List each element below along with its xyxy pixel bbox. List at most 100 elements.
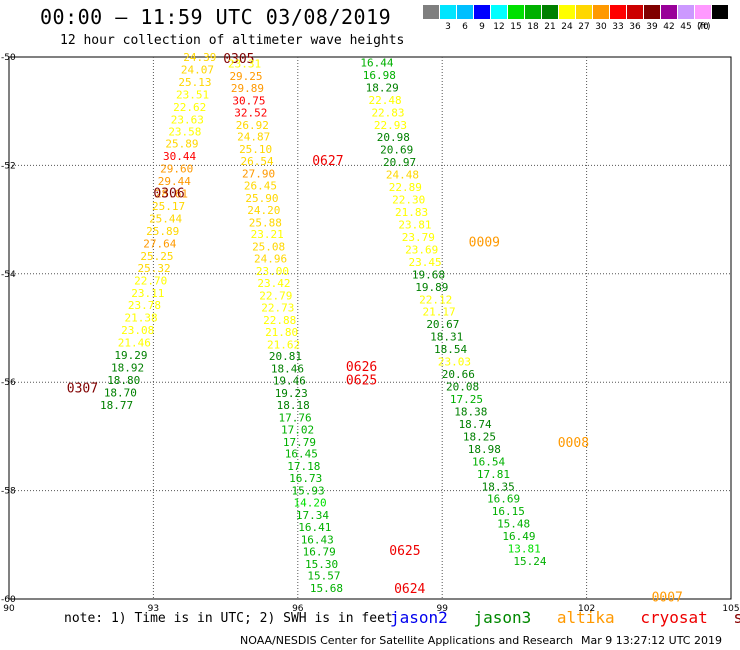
wave-height-value: 29.89 (231, 82, 264, 95)
wave-height-value: 23.78 (128, 299, 161, 312)
wave-height-value: 24.96 (254, 253, 287, 266)
y-tick-label: -54 (1, 270, 16, 280)
wave-height-value: 24.20 (247, 204, 280, 217)
wave-height-value: 15.48 (497, 518, 530, 531)
sat-label-s3a: s3a (733, 608, 740, 627)
wave-height-value: 25.89 (165, 138, 198, 151)
wave-height-value: 22.12 (419, 293, 452, 306)
wave-height-value: 23.79 (402, 231, 435, 244)
color-swatch (457, 5, 473, 19)
wave-height-value: 18.74 (459, 418, 492, 431)
wave-height-value: 18.77 (100, 399, 133, 412)
wave-height-value: 27.64 (143, 237, 176, 250)
wave-height-value: 23.58 (168, 125, 201, 138)
color-swatch (576, 5, 592, 19)
wave-height-value: 17.76 (279, 411, 312, 424)
x-tick-label: 102 (578, 604, 595, 614)
y-tick-label: -60 (1, 595, 16, 605)
wave-height-value: 19.68 (412, 268, 445, 281)
wave-height-value: 16.69 (487, 493, 520, 506)
wave-height-value: 25.90 (245, 192, 278, 205)
wave-height-value: 30.75 (232, 94, 265, 107)
color-swatch (423, 5, 439, 19)
pass-time-label: 0626 (346, 360, 377, 375)
color-scale-label: 39 (646, 22, 658, 32)
x-tick-label: 93 (148, 604, 159, 614)
color-swatch (525, 5, 541, 19)
wave-height-value: 25.32 (138, 262, 171, 275)
color-swatch (712, 5, 728, 19)
wave-height-value: 18.98 (468, 443, 501, 456)
wave-height-value: 16.41 (298, 521, 331, 534)
wave-height-value: 18.25 (463, 430, 496, 443)
color-scale-label: 42 (663, 22, 675, 32)
wave-height-value: 16.15 (492, 505, 525, 518)
wave-height-value: 23.45 (409, 256, 442, 269)
wave-height-value: 23.51 (176, 88, 209, 101)
color-scale-label: 45 (680, 22, 692, 32)
wave-height-value: 22.89 (389, 181, 422, 194)
wave-height-value: 23.00 (256, 265, 289, 278)
x-tick-label: 99 (436, 604, 448, 614)
color-swatch (627, 5, 643, 19)
wave-height-value: 15.24 (513, 555, 546, 568)
y-tick-label: -58 (1, 487, 16, 497)
wave-height-value: 21.38 (125, 312, 158, 325)
wave-height-value: 21.46 (118, 337, 151, 350)
wave-height-value: 16.43 (301, 533, 334, 546)
wave-height-value: 18.54 (434, 343, 467, 356)
wave-height-value: 23.21 (251, 228, 284, 241)
wave-height-value: 23.31 (228, 58, 261, 71)
color-swatch (661, 5, 677, 19)
wave-height-value: 18.38 (454, 405, 487, 418)
x-tick-label: 105 (722, 604, 739, 614)
wave-height-value: 19.29 (114, 349, 147, 362)
sat-label-cryosat: cryosat (640, 608, 708, 627)
wave-height-value: 26.92 (236, 119, 269, 132)
wave-height-value: 16.45 (285, 448, 318, 461)
color-swatch (474, 5, 490, 19)
wave-height-value: 23.03 (438, 356, 471, 369)
wave-height-value: 20.98 (377, 131, 410, 144)
color-scale-label: 36 (629, 22, 641, 32)
pass-time-label: 0305 (223, 52, 254, 67)
wave-height-value: 18.46 (271, 363, 304, 376)
x-tick-label: 96 (292, 604, 304, 614)
wave-height-value: 18.29 (366, 81, 399, 94)
color-scale-label: 9 (479, 22, 485, 32)
y-tick-label: -56 (1, 378, 16, 388)
footer-note: note: 1) Time is in UTC; 2) SWH is in fe… (64, 611, 393, 626)
wave-height-value: 19.23 (275, 387, 308, 400)
wave-height-value: 22.93 (374, 119, 407, 132)
sat-label-jason2: jason2 (390, 608, 448, 627)
wave-height-value: 25.17 (152, 200, 185, 213)
wave-height-value: 22.48 (369, 94, 402, 107)
pass-time-label: 0009 (469, 235, 500, 250)
color-swatch (542, 5, 558, 19)
color-swatch (644, 5, 660, 19)
wave-height-value: 24.07 (181, 63, 214, 76)
wave-height-value: 29.25 (229, 70, 262, 83)
pass-time-label: 0624 (394, 582, 425, 597)
color-scale-label: 12 (493, 22, 505, 32)
wave-height-value: 18.92 (111, 362, 144, 375)
page-title: 00:00 – 11:59 UTC 03/08/2019 (40, 5, 392, 29)
wave-height-value: 24.48 (386, 169, 419, 182)
wave-height-value: 25.25 (140, 250, 173, 263)
wave-height-value: 29.44 (158, 175, 191, 188)
pass-time-label: 0306 (153, 187, 184, 202)
wave-height-value: 18.70 (104, 386, 137, 399)
wave-height-value: 16.98 (363, 69, 396, 82)
color-scale-label: 15 (510, 22, 522, 32)
wave-height-value: 25.89 (146, 225, 179, 238)
generation-timestamp: Mar 9 13:27:12 UTC 2019 (581, 634, 722, 647)
color-scale-label: 33 (612, 22, 624, 32)
color-scale-label: 30 (595, 22, 607, 32)
wave-height-value: 25.08 (252, 241, 285, 254)
wave-height-value: 18.31 (430, 331, 463, 344)
color-swatch (678, 5, 694, 19)
wave-height-value: 16.44 (360, 56, 393, 69)
wave-height-value: 18.18 (277, 399, 310, 412)
wave-height-value: 20.66 (442, 368, 475, 381)
